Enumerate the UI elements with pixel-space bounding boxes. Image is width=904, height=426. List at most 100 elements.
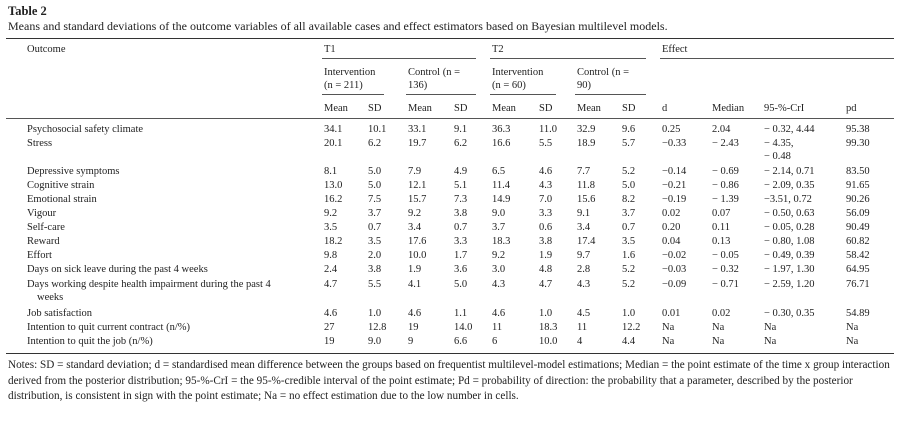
cell-effect-d: 0.01	[662, 308, 681, 319]
cell-t1-int-sd: 10.1	[368, 124, 387, 135]
cell-t2-ctl-mean: 11.8	[577, 180, 595, 191]
row-label: Psychosocial safety climate	[27, 124, 144, 135]
cell-t1-int-mean: 4.7	[324, 279, 338, 290]
cell-effect-median: Na	[712, 322, 725, 333]
cell-t1-ctl-mean: 12.1	[408, 180, 427, 191]
cell-effect-d: 0.20	[662, 222, 681, 233]
cell-t2-ctl-sd: 5.2	[622, 166, 636, 177]
row-label: Days working despite health impairment d…	[27, 279, 271, 290]
row-label: Days on sick leave during the past 4 wee…	[27, 264, 208, 275]
cell-t1-int-sd: 1.0	[368, 308, 382, 319]
cell-effect-median: − 0.71	[712, 279, 739, 290]
cell-t2-int-mean: 4.3	[492, 279, 506, 290]
cell-effect-d: −0.14	[662, 166, 687, 177]
cell-t1-int-mean: 8.1	[324, 166, 338, 177]
cell-t1-ctl-mean: 10.0	[408, 250, 427, 261]
cell-effect-median: − 2.43	[712, 138, 739, 149]
cell-t2-ctl-mean: 9.1	[577, 208, 591, 219]
cell-t2-int-sd: 11.0	[539, 124, 557, 135]
cell-t1-int-mean: 19	[324, 336, 335, 347]
cell-t1-ctl-sd: 5.0	[454, 279, 468, 290]
cell-effect-d: Na	[662, 336, 675, 347]
row-label: Depressive symptoms	[27, 166, 120, 177]
cell-effect-crl: − 0.50, 0.63	[764, 208, 815, 219]
row-label: Job satisfaction	[27, 308, 93, 319]
cell-t2-int-mean: 18.3	[492, 236, 511, 247]
cell-t1-int-mean: 18.2	[324, 236, 343, 247]
cell-t2-int-mean: 16.6	[492, 138, 511, 149]
top-rule	[6, 38, 894, 39]
cell-t1-ctl-mean: 3.4	[408, 222, 422, 233]
cell-effect-d: 0.25	[662, 124, 681, 135]
cell-t1-ctl-sd: 1.7	[454, 250, 468, 261]
cell-effect-d: −0.21	[662, 180, 687, 191]
row-label: Stress	[27, 138, 53, 149]
cell-t2-ctl-sd: 3.7	[622, 208, 636, 219]
cell-t2-int-mean: 6	[492, 336, 498, 347]
cell-effect-d: −0.09	[662, 279, 687, 290]
cell-effect-median: 0.11	[712, 222, 730, 233]
column-header-t1-int-mean: Mean	[324, 103, 348, 114]
header-t1-intervention-n: (n = 211)	[324, 80, 363, 91]
cell-t2-ctl-mean: 4.5	[577, 308, 591, 319]
cell-t1-ctl-mean: 17.6	[408, 236, 427, 247]
row-label: Self-care	[27, 222, 65, 233]
cell-t2-int-mean: 3.7	[492, 222, 506, 233]
cell-effect-pd: 91.65	[846, 180, 870, 191]
cell-t1-int-sd: 5.0	[368, 180, 382, 191]
cell-t1-int-sd: 12.8	[368, 322, 387, 333]
table-label: Table 2	[8, 4, 47, 18]
cell-effect-median: − 0.32	[712, 264, 739, 275]
cell-t1-ctl-sd: 1.1	[454, 308, 468, 319]
cell-t1-int-mean: 13.0	[324, 180, 343, 191]
cell-t2-ctl-sd: 1.6	[622, 250, 636, 261]
cell-t1-int-sd: 5.0	[368, 166, 382, 177]
cell-t2-ctl-mean: 15.6	[577, 194, 596, 205]
header-effect: Effect	[662, 44, 688, 55]
column-header-effect-d: d	[662, 103, 668, 114]
header-t1-control-n: 136)	[408, 80, 428, 91]
cell-t1-int-sd: 3.7	[368, 208, 382, 219]
header-t2-control: Control (n =	[577, 67, 630, 78]
row-label: Effort	[27, 250, 52, 261]
cell-t2-int-mean: 9.2	[492, 250, 506, 261]
table-caption: Means and standard deviations of the out…	[8, 19, 668, 33]
column-header-t2-int-mean: Mean	[492, 103, 516, 114]
t1-span-rule	[322, 58, 476, 59]
t2-ctl-rule	[575, 94, 646, 95]
cell-t1-ctl-sd: 9.1	[454, 124, 468, 135]
cell-t1-int-mean: 9.8	[324, 250, 338, 261]
row-label: Emotional strain	[27, 194, 97, 205]
cell-effect-d: 0.04	[662, 236, 681, 247]
cell-t2-int-sd: 1.0	[539, 308, 553, 319]
cell-t1-ctl-mean: 15.7	[408, 194, 427, 205]
cell-effect-pd: 95.38	[846, 124, 870, 135]
cell-t2-ctl-sd: 5.0	[622, 180, 636, 191]
cell-t2-ctl-mean: 3.4	[577, 222, 591, 233]
cell-t1-int-mean: 2.4	[324, 264, 338, 275]
cell-t2-ctl-mean: 7.7	[577, 166, 591, 177]
header-outcome: Outcome	[27, 44, 66, 55]
cell-t1-int-sd: 0.7	[368, 222, 382, 233]
cell-t1-ctl-sd: 6.2	[454, 138, 468, 149]
cell-effect-crl: − 0.80, 1.08	[764, 236, 815, 247]
cell-t1-ctl-mean: 9.2	[408, 208, 422, 219]
cell-t2-ctl-sd: 5.2	[622, 279, 636, 290]
cell-effect-pd: 90.26	[846, 194, 870, 205]
cell-t1-int-sd: 3.8	[368, 264, 382, 275]
cell-t2-ctl-mean: 18.9	[577, 138, 596, 149]
t2-span-rule	[490, 58, 646, 59]
cell-t1-int-sd: 5.5	[368, 279, 382, 290]
column-header-t1-ctl-sd: SD	[454, 103, 468, 114]
cell-t2-int-sd: 4.7	[539, 279, 553, 290]
cell-effect-crl: − 2.09, 0.35	[764, 180, 815, 191]
cell-t2-int-mean: 36.3	[492, 124, 511, 135]
table-notes: Notes: SD = standard deviation; d = stan…	[8, 359, 890, 402]
column-header-effect-crl: 95-%-CrI	[764, 103, 805, 114]
cell-effect-pd: 99.30	[846, 138, 870, 149]
cell-t2-int-sd: 18.3	[539, 322, 558, 333]
cell-t2-ctl-sd: 9.6	[622, 124, 636, 135]
cell-t1-ctl-sd: 3.3	[454, 236, 468, 247]
cell-t2-ctl-mean: 9.7	[577, 250, 591, 261]
cell-effect-crl: −3.51, 0.72	[764, 194, 812, 205]
